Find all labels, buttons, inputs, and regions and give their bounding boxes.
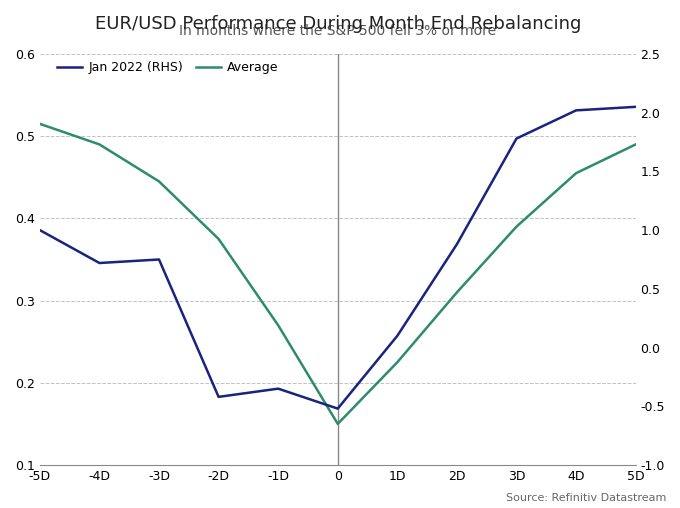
Legend: Jan 2022 (RHS), Average: Jan 2022 (RHS), Average <box>52 56 284 79</box>
Jan 2022 (RHS) <box>274 386 282 392</box>
Title: EUR/USD Performance During Month End Rebalancing: EUR/USD Performance During Month End Reb… <box>95 15 581 33</box>
Average <box>513 224 521 230</box>
Jan 2022 (RHS) <box>513 136 521 142</box>
Average <box>393 359 401 365</box>
Average <box>95 141 103 147</box>
Text: Source: Refinitiv Datastream: Source: Refinitiv Datastream <box>506 493 666 503</box>
Line: Average: Average <box>40 124 636 424</box>
Line: Jan 2022 (RHS): Jan 2022 (RHS) <box>40 107 636 408</box>
Average <box>214 236 222 242</box>
Average <box>36 121 44 127</box>
Average <box>334 421 342 427</box>
Jan 2022 (RHS) <box>36 227 44 233</box>
Text: In months where the S&P 500 fell 3% or more: In months where the S&P 500 fell 3% or m… <box>180 23 496 38</box>
Jan 2022 (RHS) <box>155 257 163 263</box>
Jan 2022 (RHS) <box>632 104 640 110</box>
Average <box>572 170 580 176</box>
Jan 2022 (RHS) <box>393 333 401 339</box>
Average <box>453 290 461 296</box>
Jan 2022 (RHS) <box>334 405 342 411</box>
Jan 2022 (RHS) <box>95 260 103 266</box>
Jan 2022 (RHS) <box>214 394 222 400</box>
Jan 2022 (RHS) <box>572 107 580 113</box>
Average <box>155 178 163 184</box>
Jan 2022 (RHS) <box>453 241 461 247</box>
Average <box>274 322 282 328</box>
Average <box>632 141 640 147</box>
